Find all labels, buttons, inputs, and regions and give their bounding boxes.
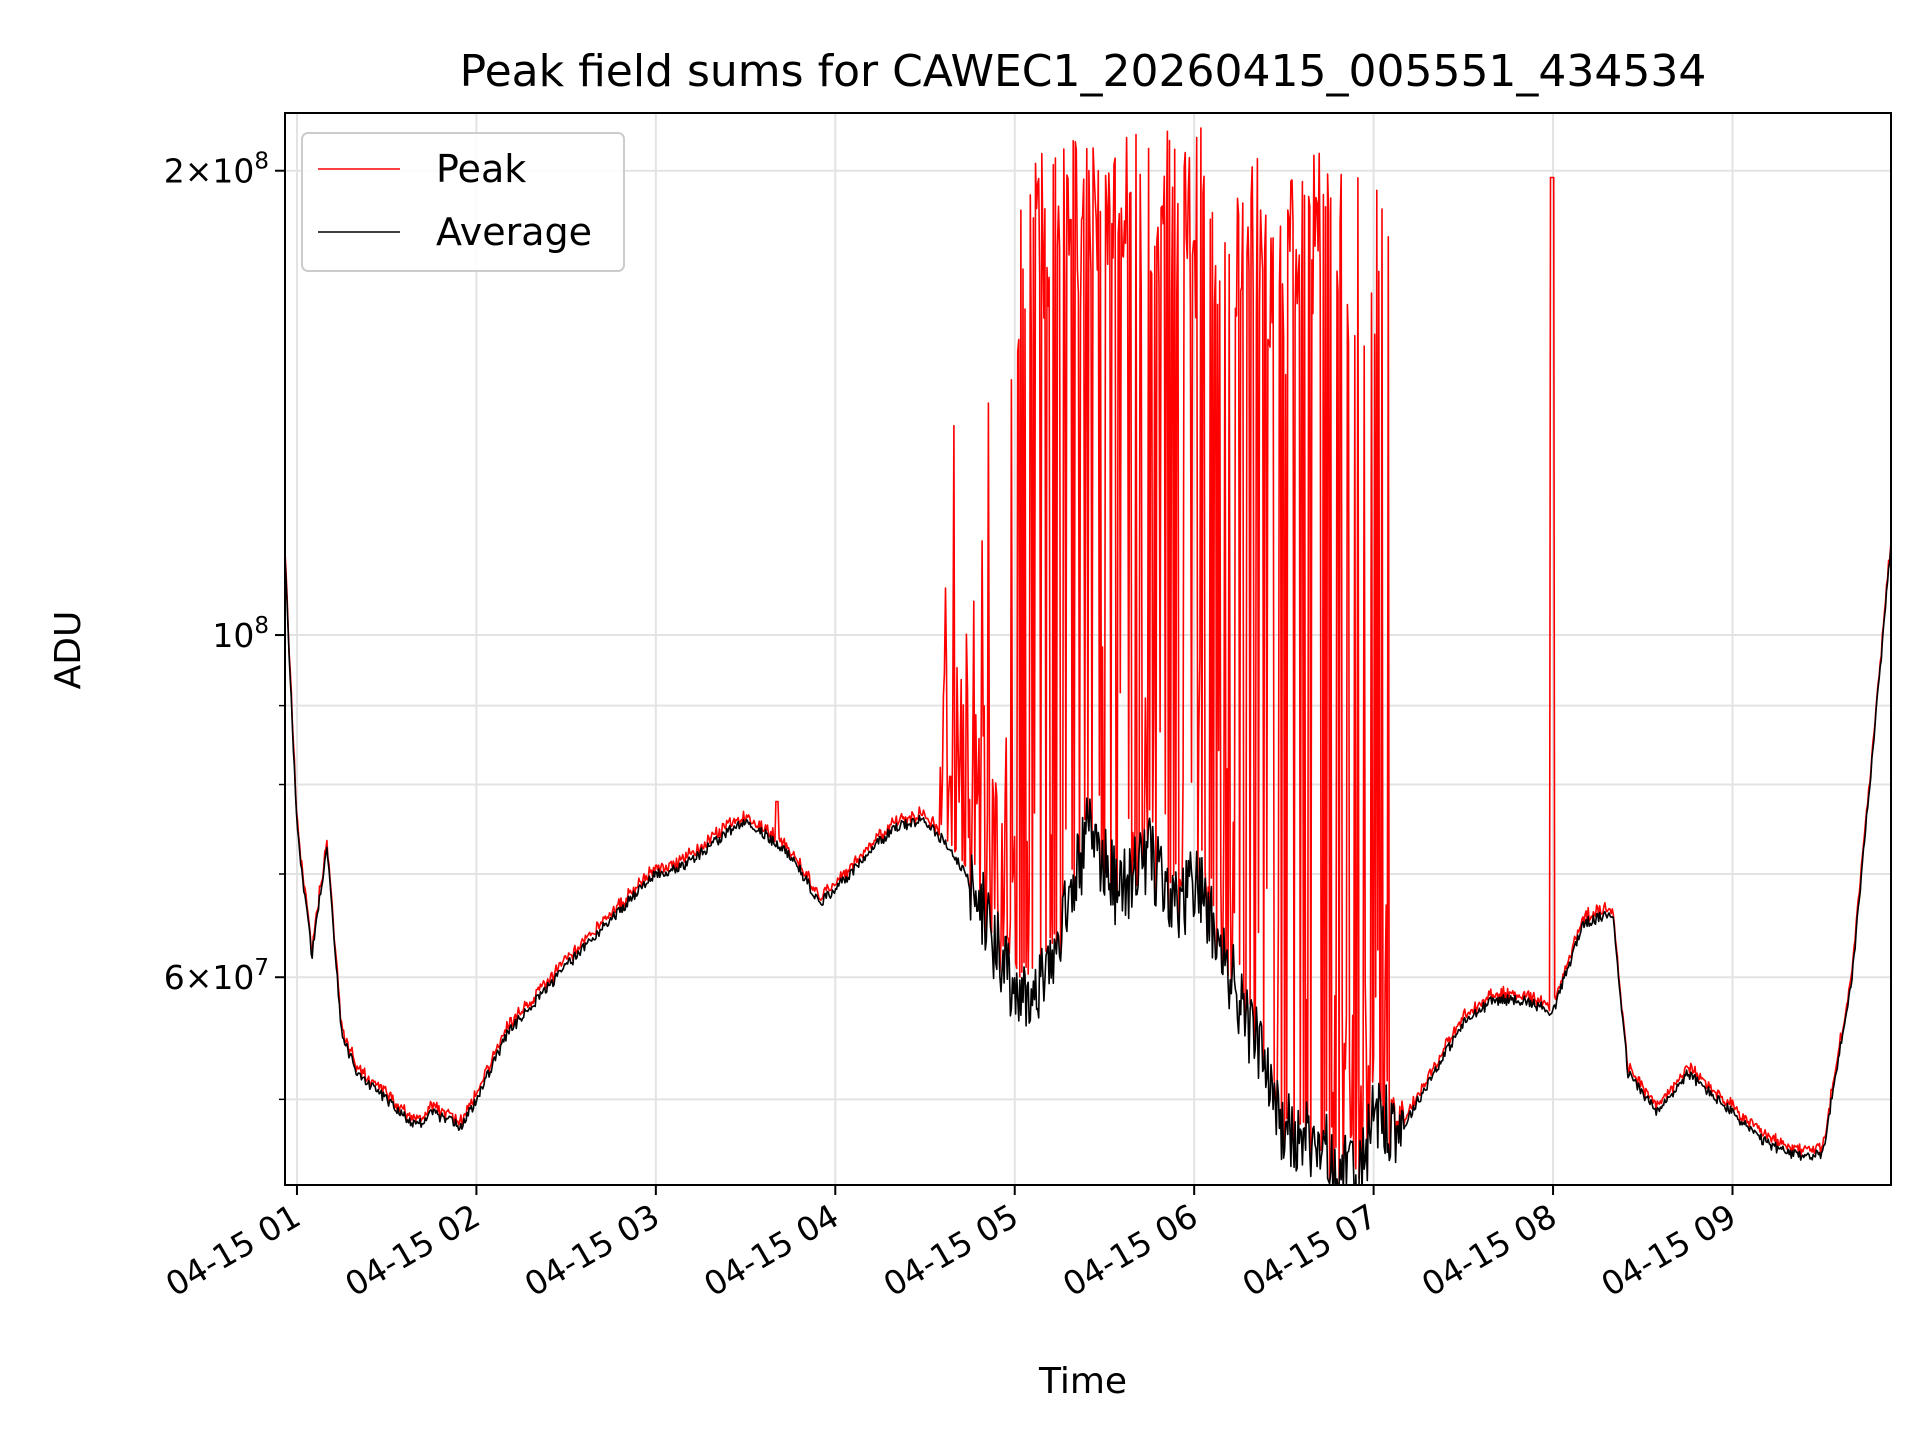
series-layer: [285, 127, 1891, 1185]
legend-label-peak: Peak: [436, 147, 526, 191]
x-axis-label: Time: [1038, 1361, 1127, 1402]
legend-label-average: Average: [436, 210, 592, 254]
y-axis-ticks: 2×108 108 6×107: [164, 149, 285, 1101]
series-line-average: [285, 549, 1891, 1185]
y-axis-label: ADU: [48, 611, 89, 690]
y-tick-label: 108: [212, 613, 269, 655]
y-tick-label: 6×107: [164, 955, 269, 997]
legend-box: [301, 132, 625, 272]
y-tick-label: 2×108: [164, 149, 269, 191]
chart-title: Peak field sums for CAWEC1_20260415_0055…: [460, 46, 1707, 97]
legend: Peak Average: [301, 132, 625, 272]
plot-frame: [284, 112, 1892, 1186]
